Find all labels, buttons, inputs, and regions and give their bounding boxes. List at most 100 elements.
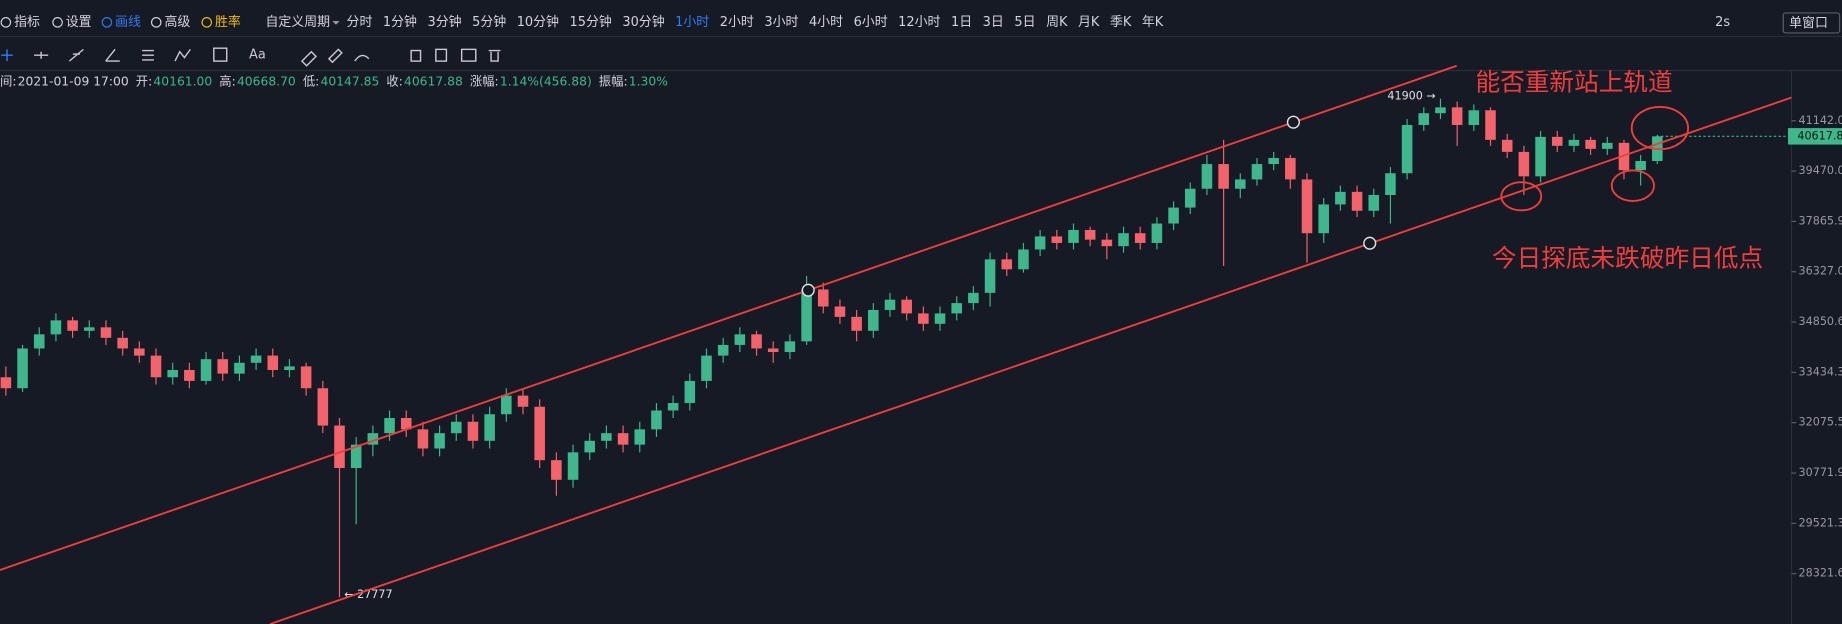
y-tick-label: 39470.01 <box>1799 164 1842 177</box>
info-label: 涨幅: <box>470 74 499 89</box>
period-option[interactable]: 5分钟 <box>472 14 506 30</box>
toolbar-icon[interactable] <box>0 17 12 28</box>
candle-body <box>1068 229 1079 243</box>
info-label: 低: <box>303 75 319 89</box>
window-mode[interactable]: 单窗口 <box>1789 15 1828 31</box>
period-option[interactable]: 4小时 <box>809 15 843 30</box>
candle-body <box>767 348 779 353</box>
toolbar-icon[interactable] <box>150 17 162 28</box>
period-option[interactable]: 分时 <box>347 15 373 30</box>
candle-body <box>517 395 529 407</box>
channel-upper <box>0 64 1457 571</box>
min-label: ← 27777 <box>344 588 392 601</box>
y-tick-label: 36327.03 <box>1799 265 1842 278</box>
annotation: 今日探底未跌破昨日低点 <box>1492 244 1763 273</box>
info-value: 40668.70 <box>237 75 296 89</box>
window-box[interactable] <box>1782 12 1841 34</box>
candle-body <box>1418 113 1430 125</box>
y-tick-label: 37865.92 <box>1799 214 1842 227</box>
y-tick-label: 34850.68 <box>1799 315 1842 328</box>
anchor[interactable] <box>1363 236 1377 250</box>
toolbar-icon[interactable] <box>101 17 113 28</box>
candle-body <box>934 313 946 324</box>
period-option[interactable]: 6小时 <box>854 15 888 30</box>
toolbar-item[interactable]: 设置 <box>66 15 92 30</box>
candle-body <box>1051 236 1063 243</box>
candle-body <box>250 355 262 363</box>
last-price-tag <box>1787 128 1842 145</box>
candle-body <box>284 366 295 370</box>
period-option[interactable]: 3小时 <box>764 15 798 30</box>
period-option[interactable]: 3分钟 <box>428 14 462 30</box>
toolbar-item[interactable]: 画线 <box>115 15 141 30</box>
candle-body <box>300 366 312 389</box>
candle-body <box>434 433 445 449</box>
period-option[interactable]: 12小时 <box>898 15 940 30</box>
y-tick-label: 28321.62 <box>1799 567 1842 580</box>
toolbar-item[interactable]: 指标 <box>14 15 40 30</box>
candle-body <box>100 327 112 338</box>
candle-body <box>1451 107 1463 125</box>
candle-body <box>1535 136 1546 177</box>
highlight-circle <box>1610 169 1655 202</box>
y-tick-label: 41142.04 <box>1799 114 1842 127</box>
candle-body <box>150 355 162 378</box>
candle-body <box>83 327 95 331</box>
period-option[interactable]: 2小时 <box>720 15 754 30</box>
anchor[interactable] <box>801 283 815 297</box>
period-option[interactable]: 季K <box>1110 15 1132 30</box>
candle-body <box>350 444 362 468</box>
candle-body <box>367 433 379 445</box>
candle-body <box>801 289 812 342</box>
candle-body <box>918 313 929 324</box>
period-option[interactable]: 1分钟 <box>383 14 417 30</box>
candle-body <box>834 306 846 317</box>
custom-period[interactable]: 自定义周期 <box>265 15 330 30</box>
candle-body <box>1201 164 1213 189</box>
toolbar-item[interactable]: 高级 <box>164 14 190 30</box>
candle-body <box>334 425 345 468</box>
period-option[interactable]: 10分钟 <box>517 14 559 30</box>
refresh-rate[interactable]: 2s <box>1715 15 1730 30</box>
info-value: 40617.88 <box>404 75 463 89</box>
candle-body <box>1118 233 1129 247</box>
candle-body <box>1385 173 1396 195</box>
period-option[interactable]: 年K <box>1142 15 1164 30</box>
candle-body <box>951 303 962 314</box>
anchor[interactable] <box>1286 115 1300 129</box>
candle-body <box>701 355 712 381</box>
period-option[interactable]: 1小时 <box>675 15 709 30</box>
toolbar-icon[interactable] <box>201 17 213 28</box>
period-option[interactable]: 月K <box>1078 15 1100 30</box>
period-option[interactable]: 周K <box>1046 15 1068 30</box>
period-option[interactable]: 5日 <box>1014 15 1035 30</box>
text-tool[interactable]: Aa <box>249 48 266 63</box>
candle-body <box>417 429 429 449</box>
y-tick-label: 32075.54 <box>1799 416 1842 429</box>
candle-body <box>1551 136 1563 146</box>
candle-body <box>617 433 629 445</box>
toolbar-icon[interactable] <box>52 17 63 28</box>
candle-body <box>651 410 662 430</box>
last-price-label: 40617.88 <box>1797 129 1842 142</box>
candle-body <box>751 334 762 349</box>
candle-body <box>1601 142 1613 149</box>
candle-body <box>1518 151 1530 177</box>
toolbar-item[interactable]: 胜率 <box>215 14 241 30</box>
period-option[interactable]: 30分钟 <box>622 14 664 30</box>
period-option[interactable]: 1日 <box>951 15 972 30</box>
candle-body <box>1001 259 1013 270</box>
channel-lower <box>269 96 1792 624</box>
candle-body <box>1218 164 1229 189</box>
period-option[interactable]: 3日 <box>983 15 1004 30</box>
candle-body <box>1618 142 1630 171</box>
info-label: 振幅: <box>599 74 628 89</box>
dropdown-arrow <box>332 21 340 25</box>
anchor-points[interactable] <box>801 115 1377 297</box>
drawing-tools[interactable] <box>1 47 501 67</box>
period-option[interactable]: 15分钟 <box>570 14 612 30</box>
candle-body <box>1401 124 1413 174</box>
